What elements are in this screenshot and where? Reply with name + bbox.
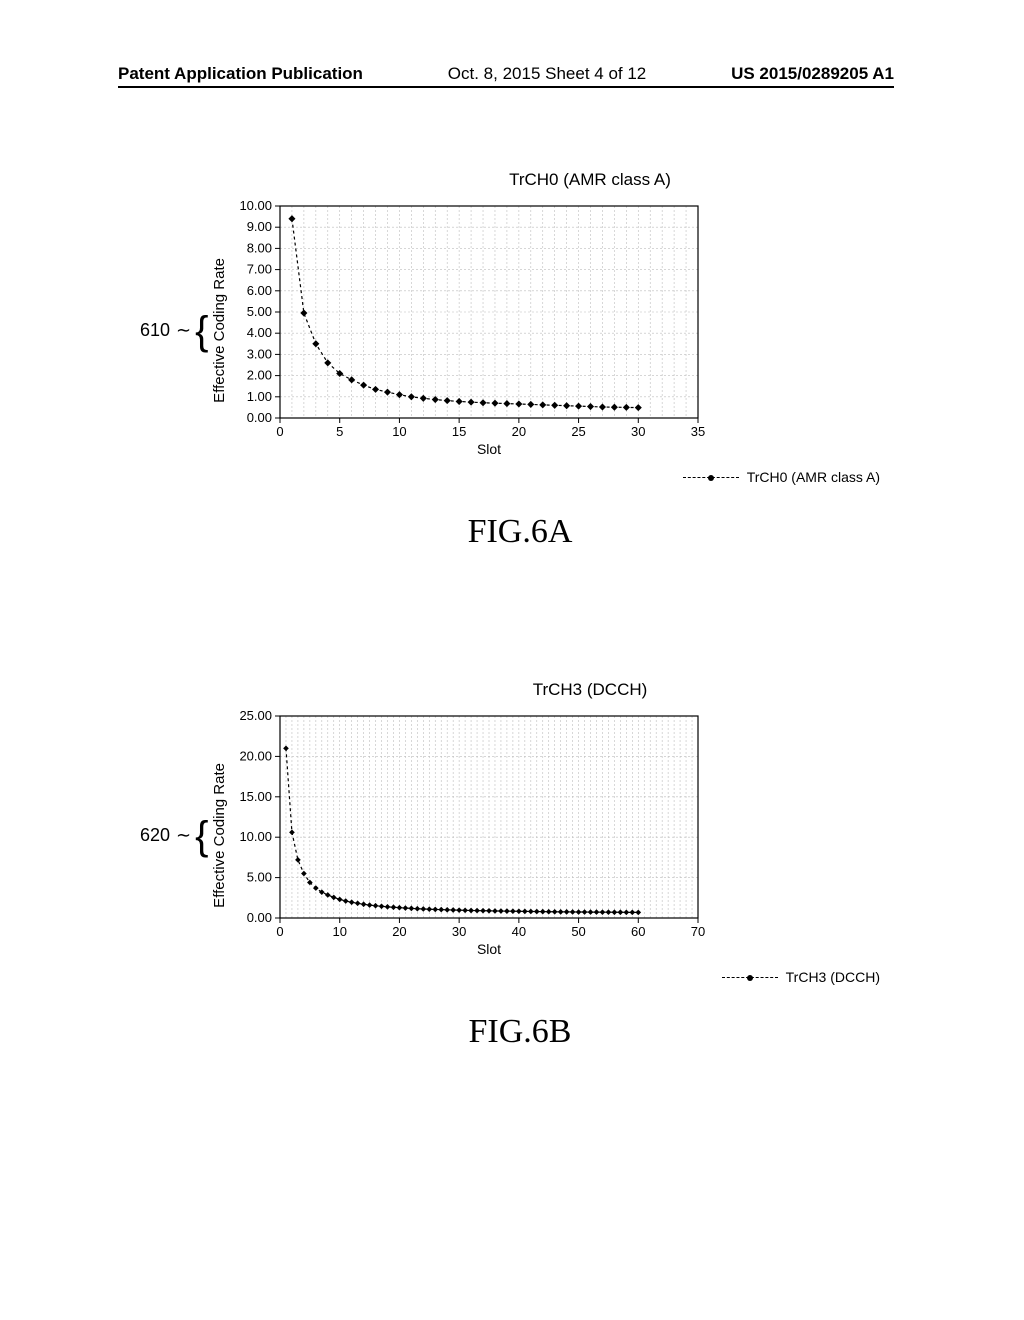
figure-6a-block: TrCH0 (AMR class A) 610 ∼ { Effective Co… <box>140 170 900 551</box>
svg-text:1.00: 1.00 <box>246 389 271 404</box>
svg-text:0: 0 <box>276 424 283 439</box>
ref-label-610: 610 <box>140 320 170 341</box>
svg-text:8.00: 8.00 <box>246 240 271 255</box>
figure-6b-caption: FIG.6B <box>140 1013 900 1051</box>
svg-text:0: 0 <box>276 924 283 939</box>
svg-text:30: 30 <box>631 424 645 439</box>
chart-b-title: TrCH3 (DCCH) <box>280 680 900 700</box>
svg-text:10.00: 10.00 <box>239 829 272 844</box>
chart-a-legend: TrCH0 (AMR class A) <box>140 469 900 485</box>
chart-a-svg: 0.00 1.00 2.00 3.00 4.00 5.00 6.00 7.00 8.00 9.00… <box>228 198 708 458</box>
chart-a-area: 0.00 1.00 2.00 3.00 4.00 5.00 6.00 7.00 8.00 9.00… <box>228 198 708 463</box>
svg-text:4.00: 4.00 <box>246 325 271 340</box>
svg-text:5.00: 5.00 <box>246 304 271 319</box>
svg-text:20: 20 <box>392 924 406 939</box>
chart-a-ylabel: Effective Coding Rate <box>211 258 228 403</box>
chart-a-title: TrCH0 (AMR class A) <box>280 170 900 190</box>
svg-text:10.00: 10.00 <box>239 198 272 213</box>
brace-icon: { <box>195 319 208 343</box>
svg-text:0.00: 0.00 <box>246 410 271 425</box>
svg-text:5: 5 <box>336 424 343 439</box>
chart-a-wrap: 610 ∼ { Effective Coding Rate 0.00 1.00 2.… <box>140 198 900 463</box>
header-center: Oct. 8, 2015 Sheet 4 of 12 <box>448 64 646 84</box>
svg-text:2.00: 2.00 <box>246 368 271 383</box>
svg-text:0.00: 0.00 <box>246 910 271 925</box>
header-left: Patent Application Publication <box>118 64 363 84</box>
figure-6a-caption: FIG.6A <box>140 513 900 551</box>
svg-text:10: 10 <box>332 924 346 939</box>
ref-tilde-icon: ∼ <box>176 825 191 846</box>
svg-text:7.00: 7.00 <box>246 262 271 277</box>
svg-text:5.00: 5.00 <box>246 870 271 885</box>
svg-text:6.00: 6.00 <box>246 283 271 298</box>
svg-text:Slot: Slot <box>476 441 500 457</box>
svg-text:15.00: 15.00 <box>239 789 272 804</box>
figure-6b-block: TrCH3 (DCCH) 620 ∼ { Effective Coding Ra… <box>140 680 900 1051</box>
legend-sample-icon <box>683 477 739 478</box>
svg-text:10: 10 <box>392 424 406 439</box>
svg-text:60: 60 <box>631 924 645 939</box>
svg-text:9.00: 9.00 <box>246 219 271 234</box>
chart-b-wrap: 620 ∼ { Effective Coding Rate 0.00 5.00 10… <box>140 708 900 963</box>
header-right: US 2015/0289205 A1 <box>731 64 894 84</box>
svg-text:40: 40 <box>511 924 525 939</box>
ref-label-620: 620 <box>140 825 170 846</box>
chart-b-svg: 0.00 5.00 10.00 15.00 20.00 25.00 0 10 20 30 40 50 6… <box>228 708 708 958</box>
svg-text:15: 15 <box>451 424 465 439</box>
svg-text:20.00: 20.00 <box>239 748 272 763</box>
chart-b-legend: TrCH3 (DCCH) <box>140 969 900 985</box>
brace-icon: { <box>195 824 208 848</box>
chart-a-legend-label: TrCH0 (AMR class A) <box>747 469 880 485</box>
chart-b-ylabel: Effective Coding Rate <box>211 763 228 908</box>
svg-text:25: 25 <box>571 424 585 439</box>
svg-text:Slot: Slot <box>476 941 500 957</box>
svg-text:35: 35 <box>690 424 704 439</box>
svg-text:50: 50 <box>571 924 585 939</box>
svg-text:20: 20 <box>511 424 525 439</box>
svg-text:70: 70 <box>690 924 704 939</box>
ref-tilde-icon: ∼ <box>176 320 191 341</box>
chart-b-area: 0.00 5.00 10.00 15.00 20.00 25.00 0 10 20 30 40 50 6… <box>228 708 708 963</box>
legend-sample-icon <box>722 977 778 978</box>
svg-text:25.00: 25.00 <box>239 708 272 723</box>
chart-b-legend-label: TrCH3 (DCCH) <box>786 969 880 985</box>
svg-text:3.00: 3.00 <box>246 346 271 361</box>
svg-text:30: 30 <box>451 924 465 939</box>
patent-page-header: Patent Application Publication Oct. 8, 2… <box>118 64 894 88</box>
